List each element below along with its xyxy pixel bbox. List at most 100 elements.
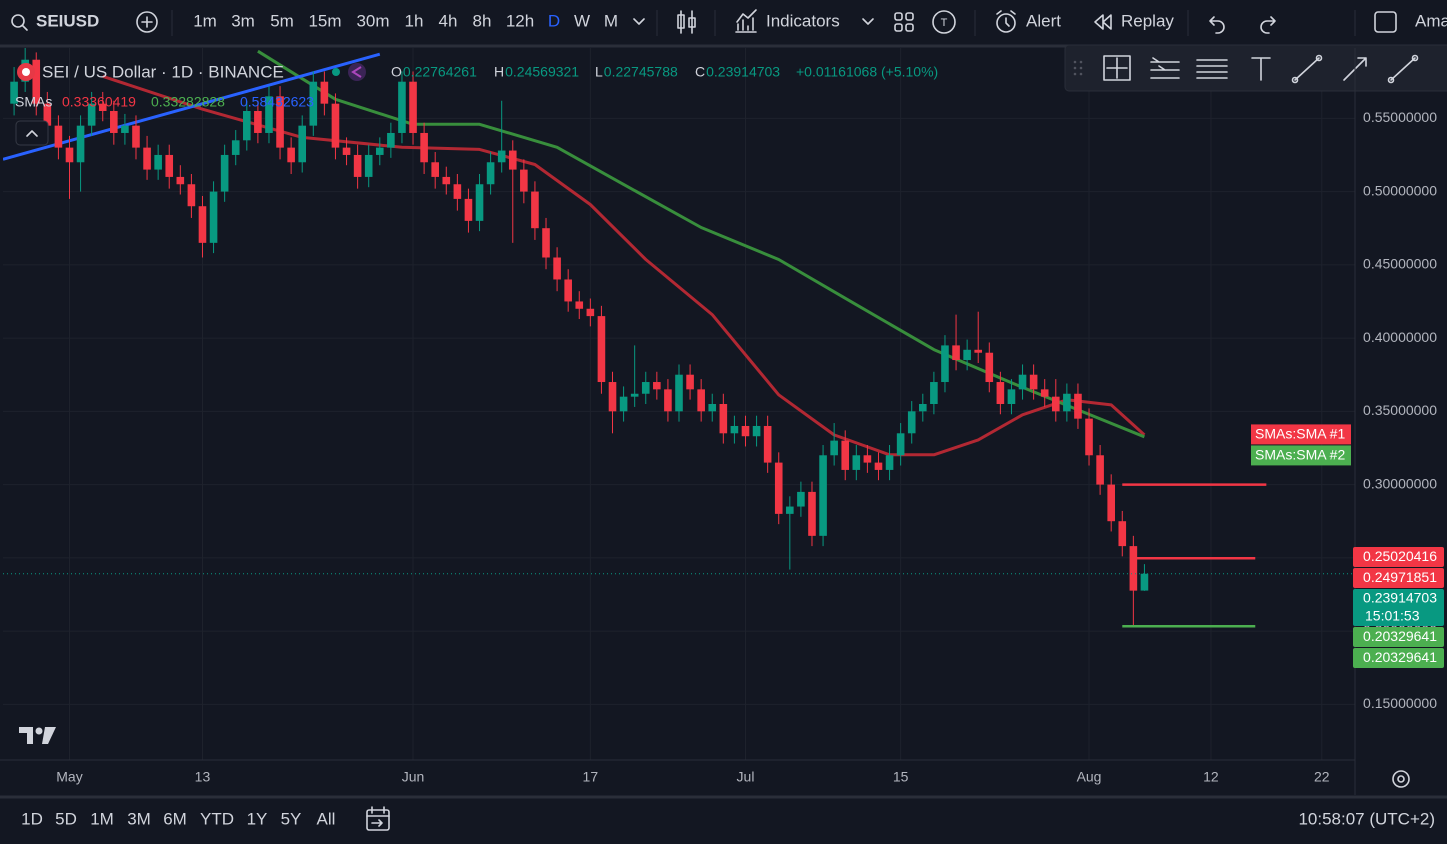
candle-body [996,382,1005,404]
top-toolbar [0,0,1447,46]
ohlc-key: H [494,64,504,80]
ohlc-change: +0.01161068 (+5.10%) [796,64,938,80]
replay-icon[interactable] [1094,14,1112,30]
clock[interactable]: 10:58:07 (UTC+2) [1298,809,1435,828]
legend-ohlc: O 0.22764261 H 0.24569321 L 0.22745788 C 0.2391… [391,64,938,80]
template-glyph: T [941,17,948,29]
price-tag-label: 0.24971851 [1363,569,1437,585]
candle-body [309,81,318,126]
candle-body [1007,389,1016,404]
candle-body [686,374,694,390]
candle-body [575,301,584,309]
candle-body [198,206,207,243]
overflow-label[interactable]: Ama [1415,11,1447,30]
interval-button[interactable]: 15m [308,11,341,30]
candle-body [985,352,994,383]
ohlc-value: 0.22745788 [604,64,678,80]
candle-body [209,191,218,243]
separators [171,10,1356,36]
candle-body [852,455,861,470]
interval-menu[interactable] [633,18,645,25]
alert-button[interactable]: Alert [1026,11,1061,30]
fullscreen-button[interactable] [1374,11,1397,33]
candle-body [597,316,606,383]
candle-body [1029,374,1038,390]
chart-type-button[interactable] [677,10,696,34]
alert-icon[interactable] [996,10,1016,33]
interval-button[interactable]: 1m [193,11,217,30]
symbol[interactable]: SEIUSD [36,11,99,30]
price-tag [1353,547,1444,568]
candle-body [542,228,550,258]
interval-button[interactable]: W [574,11,590,30]
candle-body [586,308,595,317]
candle-body [486,162,495,185]
range-button[interactable]: 1D [21,809,43,828]
candle-body [608,382,617,412]
y-tick-label: 0.30000000 [1363,475,1437,491]
candle-body [930,382,938,404]
legend-title: SEI / US Dollar · 1D · BINANCE [42,62,284,81]
range-button[interactable]: 1Y [247,809,268,828]
range-button[interactable]: 1M [90,809,114,828]
compare-button[interactable] [136,11,158,33]
interval-button[interactable]: D [548,11,560,30]
x-tick-label: 13 [195,769,211,785]
interval-button[interactable]: 12h [506,11,534,30]
candle-body [1051,396,1060,412]
collapse-button[interactable] [15,120,49,146]
range-button[interactable]: 3M [127,809,151,828]
range-button[interactable]: All [317,809,336,828]
interval-button[interactable]: 8h [473,11,492,30]
interval-button[interactable]: 30m [356,11,389,30]
y-tick-label: 0.40000000 [1363,329,1437,345]
candle-body [1118,521,1127,547]
interval-button[interactable]: M [604,11,618,30]
interval-button[interactable]: 4h [439,11,458,30]
candle-body [963,349,971,361]
candle-body [863,455,872,463]
candle-body [497,150,506,163]
range-button[interactable]: 5D [55,809,77,828]
sma-line [102,74,1146,457]
settings-button[interactable] [1392,770,1410,788]
template-button[interactable]: T [932,10,956,34]
candle-body [564,279,572,302]
ohlc-key: L [595,64,603,80]
interval-button[interactable]: 3m [231,11,255,30]
candle-body [165,154,174,177]
range-button[interactable]: YTD [200,809,234,828]
goto-date-button[interactable] [366,806,390,831]
candle-body [952,345,960,361]
indicators-menu[interactable] [862,18,874,25]
candle-body [132,125,140,148]
interval-button[interactable]: 5m [270,11,294,30]
ohlc-value: 0.24569321 [505,64,579,80]
candle-body [442,176,451,185]
layout-button[interactable] [894,12,914,32]
redo-button[interactable] [1260,16,1276,34]
plot-area [3,48,1355,760]
search-icon[interactable] [11,14,28,31]
price-tag [1353,648,1444,669]
candle-body [520,169,528,192]
candle-body [763,425,772,463]
sma-tag-label: SMAs:SMA #1 [1255,426,1345,442]
drag-handle[interactable] [1073,60,1083,76]
x-tick-label: 15 [893,769,909,785]
candle-body [364,154,373,177]
candle-body [331,103,340,148]
indicators-button[interactable]: Indicators [766,11,840,30]
replay-button[interactable]: Replay [1121,11,1174,30]
range-button[interactable]: 6M [163,809,187,828]
price-tag-label: 0.20329641 [1363,628,1437,644]
indicators-icon[interactable] [735,9,757,33]
candle-body [98,103,107,111]
range-button[interactable]: 5Y [281,809,302,828]
candle-body [143,147,151,170]
undo-button[interactable] [1209,16,1225,34]
interval-button[interactable]: 1h [405,11,424,30]
candle-body [10,81,18,104]
candle-body [797,491,805,507]
